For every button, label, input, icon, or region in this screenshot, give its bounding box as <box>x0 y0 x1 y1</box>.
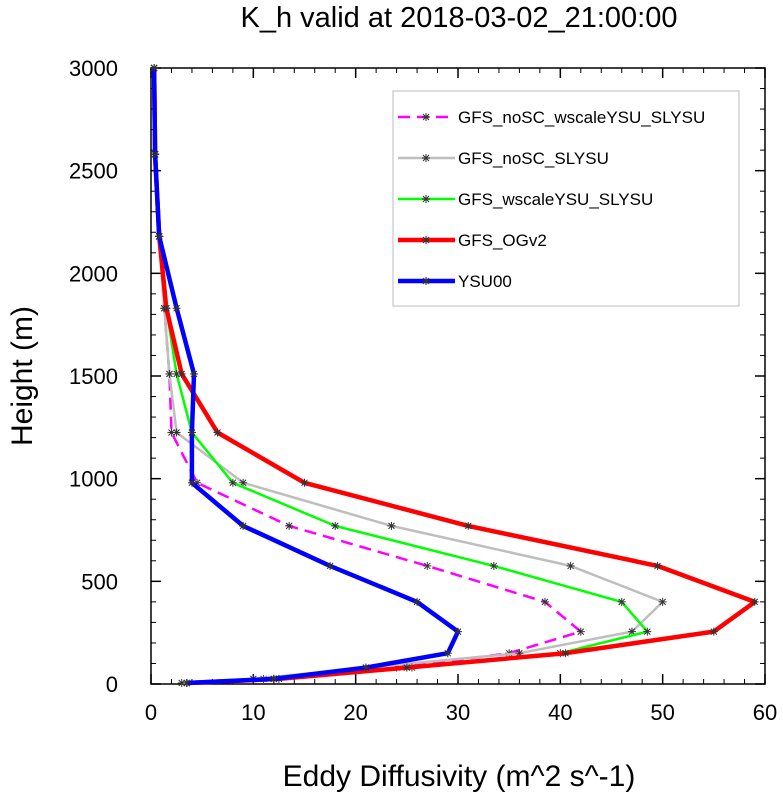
data-point-marker <box>187 478 196 487</box>
legend: GFS_noSC_wscaleYSU_SLYSU GFS_noSC_SLYSU GF… <box>392 90 740 307</box>
data-point-marker <box>566 561 575 570</box>
y-tick-label: 1000 <box>69 467 118 492</box>
legend-label: GFS_OGv2 <box>458 231 547 250</box>
x-tick-label: 30 <box>446 700 470 725</box>
y-tick-label: 2500 <box>69 159 118 184</box>
data-point-marker <box>489 561 498 570</box>
data-point-marker <box>709 627 718 636</box>
x-tick-label: 60 <box>753 700 777 725</box>
x-tick-label: 40 <box>548 700 572 725</box>
data-point-marker <box>165 369 174 378</box>
data-point-marker <box>627 627 636 636</box>
data-point-marker <box>151 150 160 159</box>
x-axis-label: Eddy Diffusivity (m^2 s^-1) <box>283 760 636 793</box>
data-point-marker <box>387 521 396 530</box>
data-point-marker <box>443 649 452 658</box>
data-point-marker <box>177 369 186 378</box>
data-point-marker <box>239 478 248 487</box>
data-point-marker <box>300 478 309 487</box>
data-point-marker <box>172 428 181 437</box>
data-point-marker <box>464 521 473 530</box>
data-point-marker <box>540 597 549 606</box>
x-tick-label: 0 <box>145 700 157 725</box>
y-tick-label: 3000 <box>69 56 118 81</box>
x-axis-ticks: 0 10 20 30 40 50 60 <box>145 68 777 725</box>
legend-item: YSU00 <box>398 272 512 291</box>
data-point-marker <box>150 64 159 72</box>
data-point-marker <box>228 478 237 487</box>
legend-label: YSU00 <box>458 272 512 291</box>
data-point-marker <box>213 428 222 437</box>
data-point-marker <box>285 521 294 530</box>
legend-item: GFS_noSC_SLYSU <box>398 149 609 168</box>
data-point-marker <box>331 521 340 530</box>
data-point-marker <box>155 232 164 241</box>
data-point-marker <box>454 627 462 636</box>
data-point-marker <box>182 678 191 687</box>
y-tick-label: 500 <box>81 569 118 594</box>
data-point-marker <box>326 561 335 570</box>
data-point-marker <box>189 369 198 378</box>
legend-label: GFS_noSC_SLYSU <box>458 149 609 168</box>
data-point-marker <box>658 597 667 606</box>
data-point-marker <box>402 663 411 672</box>
legend-item: GFS_OGv2 <box>398 231 547 250</box>
data-point-marker <box>561 649 570 658</box>
data-point-marker <box>423 561 432 570</box>
y-tick-label: 1500 <box>69 364 118 389</box>
legend-item: GFS_wscaleYSU_SLYSU <box>398 190 653 209</box>
legend-label: GFS_wscaleYSU_SLYSU <box>458 190 653 209</box>
data-point-marker <box>162 304 171 313</box>
data-point-marker <box>750 597 759 606</box>
legend-label: GFS_noSC_wscaleYSU_SLYSU <box>458 108 705 127</box>
series-layer <box>150 64 759 687</box>
x-tick-label: 50 <box>650 700 674 725</box>
data-point-marker <box>361 663 370 672</box>
y-axis-label: Height (m) <box>6 306 39 446</box>
data-point-marker <box>653 561 662 570</box>
x-tick-label: 20 <box>343 700 367 725</box>
data-point-marker <box>172 304 181 313</box>
y-axis-ticks: 0 500 1000 1500 2000 2500 3000 <box>69 56 765 697</box>
data-point-marker <box>239 521 248 530</box>
data-point-marker <box>576 627 585 636</box>
data-point-marker <box>643 627 652 636</box>
series-YSU00 <box>150 64 462 687</box>
y-tick-label: 0 <box>106 672 118 697</box>
y-tick-label: 2000 <box>69 261 118 286</box>
x-tick-label: 10 <box>241 700 265 725</box>
legend-item: GFS_noSC_wscaleYSU_SLYSU <box>398 108 705 127</box>
data-point-marker <box>187 428 196 437</box>
data-point-marker <box>617 597 626 606</box>
data-point-marker <box>269 674 278 683</box>
chart-title: K_h valid at 2018-03-02_21:00:00 <box>241 2 678 34</box>
data-point-marker <box>413 597 422 606</box>
